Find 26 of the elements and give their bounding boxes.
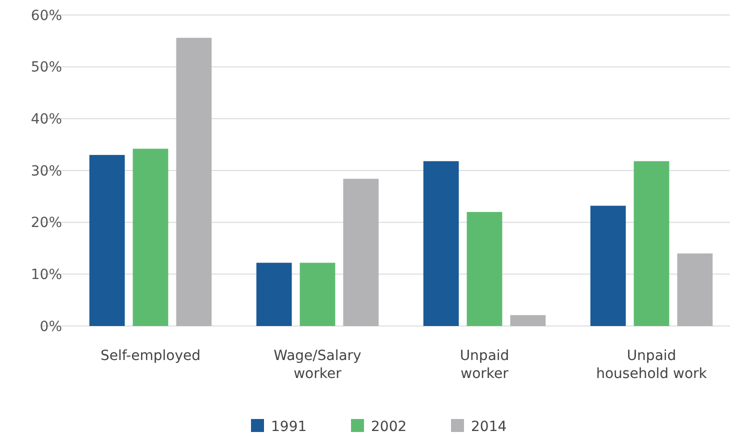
y-tick-label: 60% bbox=[30, 8, 62, 24]
bar bbox=[343, 178, 379, 326]
legend-label: 2014 bbox=[471, 418, 507, 435]
x-tick-label: Unpaid household work bbox=[596, 348, 708, 382]
bar bbox=[300, 262, 336, 326]
bar bbox=[256, 262, 292, 326]
bar bbox=[677, 253, 713, 326]
y-tick-label: 40% bbox=[30, 112, 62, 128]
bar bbox=[466, 212, 502, 326]
legend-label: 2002 bbox=[371, 418, 407, 435]
bar bbox=[132, 148, 168, 326]
y-tick-label: 50% bbox=[30, 60, 62, 76]
bar bbox=[634, 161, 670, 326]
bar bbox=[510, 315, 546, 326]
y-tick-label: 0% bbox=[40, 318, 62, 335]
x-tick-label: Self-employed bbox=[100, 348, 200, 364]
bar bbox=[590, 206, 626, 326]
x-tick-label: Wage/Salary worker bbox=[274, 348, 362, 382]
y-tick-label: 20% bbox=[30, 215, 62, 232]
legend-label: 1991 bbox=[271, 418, 307, 435]
y-tick-label: 10% bbox=[30, 267, 62, 284]
x-tick-label: Unpaid worker bbox=[460, 348, 510, 382]
bar bbox=[423, 161, 459, 326]
bar bbox=[176, 38, 212, 326]
bar bbox=[89, 154, 125, 326]
y-tick-label: 30% bbox=[30, 163, 62, 180]
